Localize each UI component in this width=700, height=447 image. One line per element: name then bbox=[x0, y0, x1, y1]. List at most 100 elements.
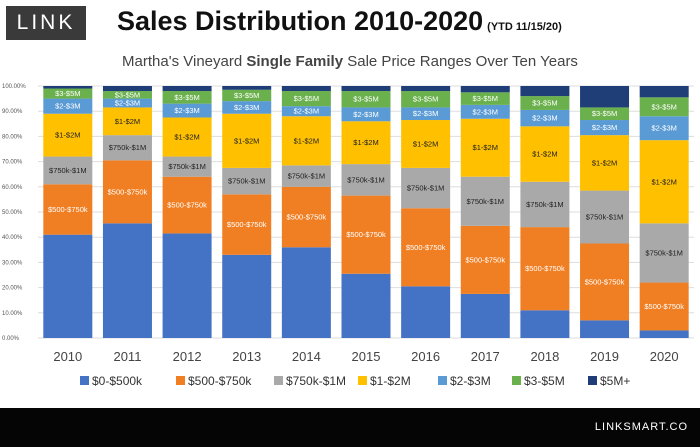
data-label: $1-$2M bbox=[234, 136, 259, 145]
bar-segment bbox=[401, 286, 451, 338]
bar-segment bbox=[162, 176, 212, 234]
data-label: $500-$750k bbox=[167, 201, 207, 210]
data-label: $1-$2M bbox=[651, 177, 676, 186]
legend-swatch bbox=[176, 376, 185, 385]
data-label: $3-$5M bbox=[651, 102, 676, 111]
bar-segment bbox=[281, 106, 331, 117]
legend-label: $2-$3M bbox=[450, 374, 491, 388]
data-label: $2-$3M bbox=[651, 124, 676, 133]
legend-label: $750k-$1M bbox=[286, 374, 346, 388]
bar-segment bbox=[281, 165, 331, 187]
data-label: $2-$3M bbox=[115, 99, 140, 108]
bar-segment bbox=[520, 227, 570, 311]
legend-label: $500-$750k bbox=[188, 374, 252, 388]
bar-segment bbox=[102, 135, 152, 161]
bar-segment bbox=[162, 86, 212, 92]
legend-label: $1-$2M bbox=[370, 374, 411, 388]
data-label: $2-$3M bbox=[55, 102, 80, 111]
bar-segment bbox=[162, 117, 212, 157]
bar-segment bbox=[281, 91, 331, 107]
bar-segment bbox=[401, 86, 451, 92]
legend-swatch bbox=[80, 376, 89, 385]
stacked-bar-chart: 0.00% 10.00% 20.00% 30.00% 40.00% 50.00% 60.00… bbox=[2, 84, 694, 388]
bar-segment bbox=[341, 273, 391, 338]
y-tick-label: 10.00% bbox=[2, 311, 23, 317]
bar-segment bbox=[460, 92, 510, 105]
data-label: $2-$3M bbox=[174, 106, 199, 115]
data-label: $3-$5M bbox=[353, 95, 378, 104]
bar-segment bbox=[281, 116, 331, 166]
data-label: $750k-$1M bbox=[586, 213, 624, 222]
data-label: $750k-$1M bbox=[526, 200, 564, 209]
data-label: $500-$750k bbox=[227, 220, 267, 229]
subtitle-bold: Single Family bbox=[246, 53, 344, 70]
bar-segment bbox=[222, 86, 272, 90]
data-label: $1-$2M bbox=[413, 139, 438, 148]
bar-segment bbox=[102, 160, 152, 224]
bar-segment bbox=[43, 98, 93, 114]
data-label: $3-$5M bbox=[413, 95, 438, 104]
bar-segment bbox=[639, 330, 689, 338]
data-label: $500-$750k bbox=[585, 277, 625, 286]
bar-segment bbox=[520, 86, 570, 97]
bar-segment bbox=[520, 96, 570, 110]
legend-label: $5M+ bbox=[600, 374, 630, 388]
bar-segment bbox=[460, 118, 510, 177]
x-tick-label: 2011 bbox=[113, 349, 141, 364]
data-label: $1-$2M bbox=[294, 136, 319, 145]
x-tick-label: 2017 bbox=[471, 349, 500, 364]
y-tick-label: 0.00% bbox=[2, 336, 20, 342]
bar-segment bbox=[639, 223, 689, 283]
x-tick-label: 2015 bbox=[352, 349, 381, 364]
data-label: $2-$3M bbox=[294, 107, 319, 116]
data-label: $750k-$1M bbox=[347, 175, 385, 184]
legend-label: $0-$500k bbox=[92, 374, 143, 388]
page-title: Sales Distribution 2010-2020 (YTD 11/15/2… bbox=[117, 6, 562, 37]
subtitle-pre: Martha's Vineyard bbox=[122, 53, 247, 70]
x-tick-label: 2012 bbox=[173, 349, 202, 364]
legend-label: $3-$5M bbox=[524, 374, 565, 388]
bar-segment bbox=[401, 107, 451, 121]
data-label: $750k-$1M bbox=[645, 248, 683, 257]
footer-site: LINKSMART.CO bbox=[594, 421, 688, 433]
bar-segment bbox=[222, 89, 272, 102]
data-label: $750k-$1M bbox=[49, 166, 87, 175]
bar-segment bbox=[162, 156, 212, 177]
bar-segment bbox=[222, 101, 272, 114]
data-label: $750k-$1M bbox=[407, 184, 445, 193]
bar-segment bbox=[460, 104, 510, 119]
data-label: $2-$3M bbox=[353, 110, 378, 119]
data-label: $2-$3M bbox=[592, 123, 617, 132]
x-tick-label: 2020 bbox=[650, 349, 679, 364]
bar-segment bbox=[341, 86, 391, 92]
bar-segment bbox=[102, 107, 152, 136]
data-label: $1-$2M bbox=[353, 138, 378, 147]
bar-segment bbox=[102, 91, 152, 99]
bar-segment bbox=[43, 88, 93, 99]
y-tick-label: 100.00% bbox=[2, 84, 26, 90]
bar-segment bbox=[580, 135, 630, 191]
data-label: $1-$2M bbox=[55, 131, 80, 140]
data-label: $1-$2M bbox=[174, 133, 199, 142]
data-label: $3-$5M bbox=[473, 94, 498, 103]
data-label: $500-$750k bbox=[287, 213, 327, 222]
bar-segment bbox=[401, 120, 451, 168]
data-label: $500-$750k bbox=[108, 187, 148, 196]
bar-segment bbox=[281, 86, 331, 92]
bar-segment bbox=[520, 181, 570, 228]
legend-swatch bbox=[438, 376, 447, 385]
data-label: $1-$2M bbox=[473, 143, 498, 152]
bar-segment bbox=[162, 103, 212, 118]
y-tick-label: 60.00% bbox=[2, 185, 23, 191]
bar-segment bbox=[281, 247, 331, 338]
data-label: $3-$5M bbox=[532, 99, 557, 108]
bar-segment bbox=[222, 254, 272, 338]
bar-segment bbox=[222, 167, 272, 195]
x-tick-label: 2014 bbox=[292, 349, 321, 364]
data-label: $500-$750k bbox=[48, 205, 88, 214]
data-label: $750k-$1M bbox=[168, 162, 206, 171]
x-tick-label: 2019 bbox=[590, 349, 619, 364]
data-label: $500-$750k bbox=[406, 243, 446, 252]
bar-segment bbox=[102, 86, 152, 92]
data-label: $2-$3M bbox=[473, 107, 498, 116]
